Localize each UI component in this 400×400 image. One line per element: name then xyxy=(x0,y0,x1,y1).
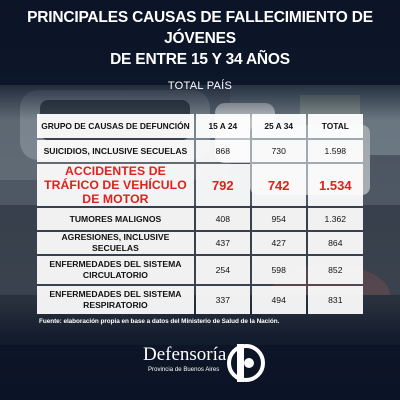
value-25-34: 427 xyxy=(251,232,306,254)
value-15-24: 254 xyxy=(195,256,250,284)
cause-cell: AGRESIONES, INCLUSIVE SECUELAS xyxy=(37,232,194,254)
value-15-24: 437 xyxy=(195,232,250,254)
value-25-34: 494 xyxy=(251,286,306,314)
value-25-34: 730 xyxy=(251,140,306,162)
source-note: Fuente: elaboración propia en base a dat… xyxy=(39,318,280,325)
value-total: 1.534 xyxy=(307,164,363,206)
table-row: ENFERMEDADES DEL SISTEMA RESPIRATORIO 33… xyxy=(37,286,363,314)
subtitle: TOTAL PAÍS xyxy=(167,80,233,92)
header-cause: GRUPO DE CAUSAS DE DEFUNCIÓN xyxy=(37,114,194,138)
value-total: 831 xyxy=(307,286,363,314)
value-25-34: 954 xyxy=(251,208,306,230)
cause-cell: ENFERMEDADES DEL SISTEMA RESPIRATORIO xyxy=(37,286,194,314)
value-15-24: 792 xyxy=(195,164,250,206)
brand-subtitle: Provincia de Buenos Aires xyxy=(148,367,220,373)
header: PRINCIPALES CAUSAS DE FALLECIMIENTO DE J… xyxy=(0,7,400,92)
value-15-24: 337 xyxy=(195,286,250,314)
value-total: 1.362 xyxy=(307,208,363,230)
table-row: ENFERMEDADES DEL SISTEMA CIRCULATORIO 25… xyxy=(37,256,363,284)
page-title: PRINCIPALES CAUSAS DE FALLECIMIENTO DE J… xyxy=(0,7,400,70)
causes-table: GRUPO DE CAUSAS DE DEFUNCIÓN 15 A 24 25 … xyxy=(35,112,365,316)
defensoria-d-icon xyxy=(227,344,265,382)
cause-cell: TUMORES MALIGNOS xyxy=(37,208,194,230)
cause-cell: SUICIDIOS, INCLUSIVE SECUELAS xyxy=(37,140,194,162)
value-total: 864 xyxy=(307,232,363,254)
table-row: SUICIDIOS, INCLUSIVE SECUELAS 868 730 1.… xyxy=(37,140,363,162)
table-row-highlighted: ACCIDENTES DE TRÁFICO DE VEHÍCULO DE MOT… xyxy=(37,164,363,206)
value-15-24: 408 xyxy=(195,208,250,230)
value-25-34: 598 xyxy=(251,256,306,284)
table-header-row: GRUPO DE CAUSAS DE DEFUNCIÓN 15 A 24 25 … xyxy=(37,114,363,138)
brand-name: Defensoría xyxy=(143,344,227,365)
title-line-1: PRINCIPALES CAUSAS DE FALLECIMIENTO DE J… xyxy=(27,9,373,47)
header-total: TOTAL xyxy=(307,114,363,138)
header-25-34: 25 A 34 xyxy=(251,114,306,138)
table-row: AGRESIONES, INCLUSIVE SECUELAS 437 427 8… xyxy=(37,232,363,254)
value-total: 852 xyxy=(307,256,363,284)
brand-logo: Defensoría Provincia de Buenos Aires xyxy=(143,344,273,384)
table-row: TUMORES MALIGNOS 408 954 1.362 xyxy=(37,208,363,230)
title-line-2: DE ENTRE 15 Y 34 AÑOS xyxy=(110,51,290,68)
value-15-24: 868 xyxy=(195,140,250,162)
value-25-34: 742 xyxy=(251,164,306,206)
value-total: 1.598 xyxy=(307,140,363,162)
header-15-24: 15 A 24 xyxy=(195,114,250,138)
cause-cell: ACCIDENTES DE TRÁFICO DE VEHÍCULO DE MOT… xyxy=(37,164,194,206)
cause-cell: ENFERMEDADES DEL SISTEMA CIRCULATORIO xyxy=(37,256,194,284)
